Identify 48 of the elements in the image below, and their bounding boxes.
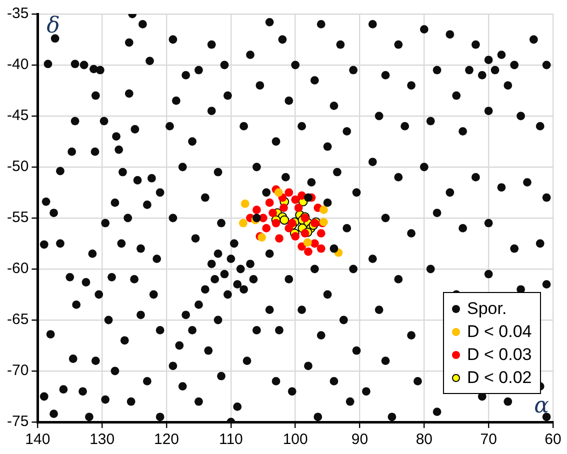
y-tick-label: -40 bbox=[6, 56, 29, 74]
x-tick-label: 80 bbox=[416, 431, 433, 448]
x-tick-label: 140 bbox=[25, 431, 50, 448]
point bbox=[319, 206, 328, 214]
point bbox=[252, 206, 261, 214]
y-tick-label: -35 bbox=[6, 5, 29, 22]
point bbox=[316, 229, 326, 238]
point bbox=[262, 224, 271, 232]
point bbox=[303, 238, 312, 247]
point bbox=[268, 208, 277, 218]
x-axis-title: α bbox=[534, 394, 550, 419]
legend-label: D < 0.02 bbox=[467, 367, 532, 389]
point bbox=[275, 234, 284, 243]
y-tick-label: -55 bbox=[6, 209, 29, 226]
point bbox=[240, 200, 250, 208]
point bbox=[274, 188, 283, 197]
point bbox=[298, 242, 306, 251]
point bbox=[284, 188, 294, 197]
point bbox=[291, 195, 300, 204]
point bbox=[280, 215, 290, 225]
point bbox=[238, 218, 248, 228]
y-tick-label: -70 bbox=[6, 362, 29, 380]
x-tick-label: 90 bbox=[351, 431, 368, 448]
x-tick-label: 130 bbox=[90, 431, 115, 448]
legend-label: Spor. bbox=[467, 298, 507, 320]
point bbox=[294, 204, 303, 212]
y-tick-label: -45 bbox=[6, 107, 29, 124]
y-tick-label: -50 bbox=[6, 158, 29, 176]
point bbox=[304, 247, 312, 256]
point bbox=[280, 204, 288, 212]
x-tick-label: 70 bbox=[480, 431, 497, 448]
x-tick-label: 100 bbox=[282, 431, 308, 448]
point bbox=[300, 229, 310, 238]
y-axis-title: δ bbox=[46, 14, 60, 39]
x-tick-label: 110 bbox=[218, 431, 243, 448]
y-tick-label: -60 bbox=[6, 260, 29, 278]
y-tick-label: -75 bbox=[6, 413, 29, 430]
point bbox=[291, 232, 300, 241]
y-tick-label: -65 bbox=[6, 311, 29, 328]
point bbox=[316, 244, 326, 253]
point bbox=[272, 218, 280, 228]
point bbox=[310, 239, 319, 248]
point bbox=[288, 218, 296, 228]
x-tick-label: 60 bbox=[544, 431, 562, 448]
legend-label: D < 0.03 bbox=[467, 344, 532, 366]
point bbox=[265, 198, 274, 207]
x-tick-label: 120 bbox=[154, 431, 180, 448]
legend-label: D < 0.04 bbox=[467, 321, 532, 343]
